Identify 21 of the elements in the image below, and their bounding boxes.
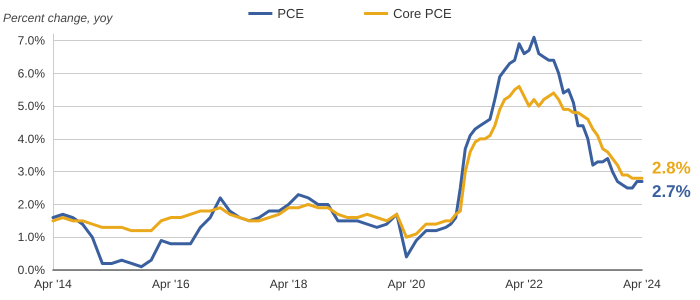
line-series: [52, 84, 644, 239]
x-tick-label: Apr '20: [388, 277, 426, 291]
y-tick-label: 5.0%: [18, 99, 46, 114]
x-tick-label: Apr '18: [270, 277, 308, 291]
y-tick-label: 4.0%: [18, 132, 46, 146]
y-tick-label: 7.0%: [18, 34, 46, 48]
annotation: 2.8%: [652, 158, 691, 178]
x-tick-label: Apr '16: [152, 277, 190, 291]
y-tick-label: 6.0%: [18, 66, 46, 80]
legend-label: PCE: [277, 6, 304, 21]
y-tick-label: 1.0%: [18, 230, 46, 244]
x-tick-label: Apr '24: [623, 277, 662, 291]
x-tick-label: Apr '22: [505, 277, 544, 291]
y-axis-title: Percent change, yoy: [3, 11, 114, 25]
annotation: 2.7%: [652, 182, 691, 201]
y-tick-label: 2.0%: [18, 197, 46, 212]
y-tick-label: 3.0%: [18, 164, 46, 179]
line-series: [52, 36, 644, 268]
y-tick-label: 0.0%: [18, 263, 46, 277]
x-tick-label: Apr '14: [34, 277, 72, 291]
legend-label: Core PCE: [393, 6, 452, 21]
